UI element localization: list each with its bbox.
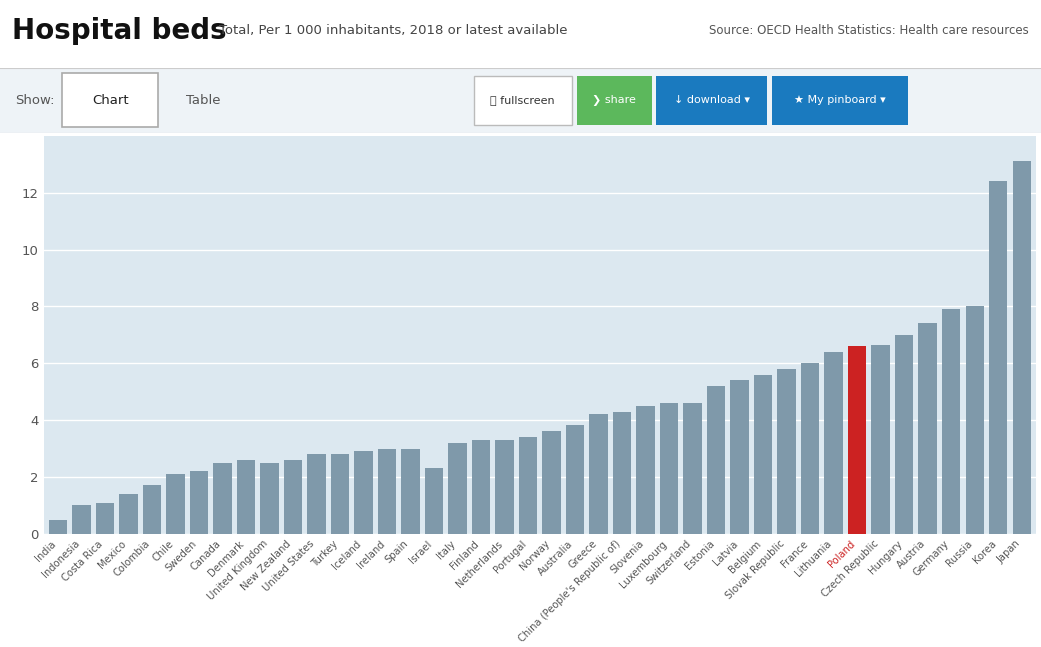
Bar bbox=[660, 403, 679, 534]
FancyBboxPatch shape bbox=[474, 76, 572, 125]
Bar bbox=[942, 309, 961, 534]
Bar bbox=[731, 380, 748, 534]
Bar bbox=[354, 452, 373, 534]
Bar bbox=[49, 520, 67, 534]
Bar bbox=[378, 448, 397, 534]
Bar bbox=[449, 443, 466, 534]
Bar bbox=[331, 454, 349, 534]
Bar bbox=[213, 463, 231, 534]
Bar bbox=[801, 363, 819, 534]
Bar bbox=[119, 494, 137, 534]
Text: ❯ share: ❯ share bbox=[592, 94, 636, 106]
Bar bbox=[989, 181, 1008, 534]
Bar bbox=[848, 345, 866, 534]
Bar bbox=[143, 485, 161, 534]
Text: ↓ download ▾: ↓ download ▾ bbox=[674, 95, 751, 105]
Bar bbox=[778, 369, 795, 534]
FancyBboxPatch shape bbox=[577, 76, 652, 125]
Bar bbox=[965, 307, 984, 534]
Bar bbox=[824, 352, 843, 534]
Bar bbox=[871, 345, 890, 534]
Bar bbox=[401, 448, 420, 534]
Bar bbox=[96, 503, 115, 534]
FancyBboxPatch shape bbox=[656, 76, 767, 125]
Text: ⤢ fullscreen: ⤢ fullscreen bbox=[490, 95, 555, 105]
Text: Table: Table bbox=[185, 94, 221, 107]
Text: Source: OECD Health Statistics: Health care resources: Source: OECD Health Statistics: Health c… bbox=[709, 24, 1029, 37]
Text: Show:: Show: bbox=[16, 94, 55, 107]
Bar bbox=[895, 335, 913, 534]
Bar bbox=[707, 386, 726, 534]
Bar bbox=[918, 324, 937, 534]
Text: ★ My pinboard ▾: ★ My pinboard ▾ bbox=[794, 95, 886, 105]
Bar bbox=[754, 375, 772, 534]
Bar bbox=[542, 432, 561, 534]
FancyBboxPatch shape bbox=[772, 76, 908, 125]
Bar bbox=[1013, 162, 1031, 534]
Bar bbox=[260, 463, 279, 534]
Bar bbox=[425, 468, 443, 534]
Bar bbox=[307, 454, 326, 534]
Text: Hospital beds: Hospital beds bbox=[12, 17, 227, 45]
Text: Chart: Chart bbox=[92, 94, 129, 107]
Bar bbox=[613, 411, 631, 534]
FancyBboxPatch shape bbox=[62, 73, 158, 127]
Bar bbox=[636, 406, 655, 534]
Bar bbox=[566, 424, 584, 534]
Bar bbox=[167, 474, 184, 534]
Bar bbox=[472, 440, 490, 534]
Bar bbox=[236, 460, 255, 534]
Bar bbox=[496, 440, 513, 534]
Bar bbox=[72, 505, 91, 534]
Text: Total, Per 1 000 inhabitants, 2018 or latest available: Total, Per 1 000 inhabitants, 2018 or la… bbox=[219, 24, 567, 37]
Bar bbox=[518, 437, 537, 534]
Bar bbox=[683, 403, 702, 534]
Bar bbox=[589, 415, 608, 534]
Bar bbox=[189, 471, 208, 534]
Bar bbox=[284, 460, 302, 534]
